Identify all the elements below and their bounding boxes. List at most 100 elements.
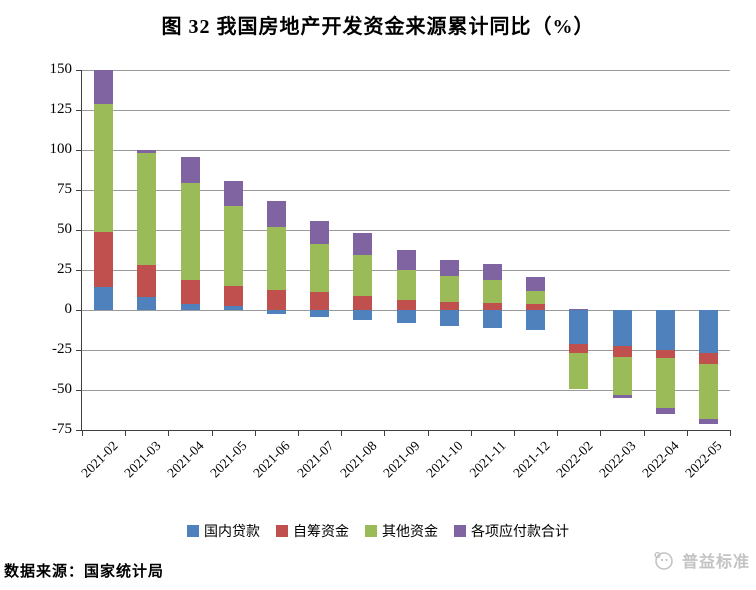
gridline-150: [82, 70, 730, 71]
bar-segment-2021-05: [223, 286, 243, 307]
legend: 国内贷款 自筹资金 其他资金 各项应付款合计: [0, 521, 756, 541]
x-tick: [125, 430, 127, 436]
y-axis: [81, 70, 82, 431]
y-tick: [76, 150, 81, 151]
bar-segment-2022-04: [655, 350, 675, 358]
bar-segment-2021-11: [482, 264, 502, 281]
legend-label: 其他资金: [382, 525, 438, 540]
bar-segment-2022-05: [698, 353, 718, 364]
legend-item: 自筹资金: [276, 521, 349, 541]
legend-swatch: [365, 525, 377, 537]
bar-segment-2022-05: [698, 310, 718, 354]
y-axis-label: 125: [49, 101, 73, 117]
bar-segment-2021-08: [353, 310, 373, 320]
y-tick: [76, 350, 81, 351]
legend-item: 国内贷款: [187, 521, 260, 541]
x-tick: [600, 430, 602, 436]
gridline-125: [82, 110, 730, 111]
bar-segment-2022-05: [698, 363, 718, 419]
y-axis-label: -75: [52, 421, 72, 437]
legend-label: 自筹资金: [293, 525, 349, 540]
bar-segment-2021-02: [94, 104, 114, 233]
gridline-50: [82, 230, 730, 231]
y-tick: [76, 270, 81, 271]
x-axis: [77, 430, 730, 431]
y-tick: [76, 190, 81, 191]
x-tick: [211, 430, 213, 436]
y-tick: [76, 390, 81, 391]
bar-segment-2021-07: [310, 310, 330, 318]
legend-label: 国内贷款: [204, 525, 260, 540]
gridline-100: [82, 150, 730, 151]
legend-swatch: [276, 525, 288, 537]
bar-segment-2022-03: [612, 356, 632, 395]
bar-segment-2021-02: [94, 70, 114, 105]
bar-segment-2021-03: [137, 149, 157, 153]
bar-segment-2021-11: [482, 302, 502, 310]
x-tick: [168, 430, 170, 436]
bar-segment-2021-09: [396, 250, 416, 271]
y-axis-label: 100: [49, 141, 73, 157]
bar-segment-2021-05: [223, 181, 243, 206]
brand-logo-text: 普益标准: [681, 554, 750, 571]
bar-segment-2021-12: [526, 276, 546, 291]
bar-segment-2022-02: [569, 308, 589, 310]
bar-segment-2021-08: [353, 232, 373, 255]
bar-segment-2021-07: [310, 291, 330, 310]
x-tick: [82, 430, 83, 436]
bar-segment-2021-07: [310, 220, 330, 245]
bar-segment-2021-12: [526, 290, 546, 305]
y-tick: [76, 110, 81, 111]
x-tick: [427, 430, 429, 436]
plot-area: [82, 70, 730, 430]
bar-segment-2021-04: [180, 280, 200, 304]
bar-segment-2021-06: [266, 227, 286, 291]
gridline-75: [82, 190, 730, 191]
bar-segment-2021-10: [439, 310, 459, 326]
bar-segment-2021-04: [180, 182, 200, 281]
legend-label: 各项应付款合计: [471, 525, 569, 540]
x-tick: [514, 430, 515, 436]
brand-logo-icon: [654, 551, 673, 570]
x-tick: [730, 430, 731, 436]
y-tick: [76, 230, 81, 231]
chart-title: 图 32 我国房地产开发资金来源累计同比（%）: [161, 16, 595, 38]
y-axis-label: 75: [57, 181, 72, 197]
bar-segment-2022-04: [655, 358, 675, 408]
legend-swatch: [187, 525, 199, 537]
bar-segment-2021-03: [137, 152, 157, 265]
bar-segment-2021-08: [353, 295, 373, 310]
bar-segment-2022-04: [655, 407, 675, 414]
bar-segment-2021-02: [94, 232, 114, 287]
legend-item: 各项应付款合计: [454, 521, 569, 541]
bar-segment-2021-08: [353, 254, 373, 296]
bar-segment-2021-03: [137, 297, 157, 310]
gridline--50: [82, 390, 730, 391]
x-tick: [470, 430, 472, 436]
bar-segment-2021-09: [396, 300, 416, 310]
brand-logo: 普益标准: [652, 548, 750, 572]
y-axis-label: -50: [52, 381, 72, 397]
bar-segment-2021-06: [266, 290, 286, 310]
bar-segment-2022-02: [569, 353, 589, 390]
bar-segment-2021-12: [526, 310, 546, 331]
data-source-note: 数据来源：国家统计局: [4, 564, 165, 580]
bar-segment-2021-02: [94, 286, 114, 310]
bar-segment-2022-03: [612, 310, 632, 347]
x-tick: [686, 430, 688, 436]
bar-segment-2022-03: [612, 346, 632, 357]
y-axis-label: 150: [49, 61, 73, 77]
bar-segment-2022-02: [569, 310, 589, 344]
bar-segment-2021-10: [439, 276, 459, 302]
bar-segment-2022-04: [655, 310, 675, 351]
bar-segment-2021-06: [266, 310, 286, 314]
y-axis-label: -25: [52, 341, 72, 357]
bar-segment-2021-09: [396, 270, 416, 301]
bar-segment-2021-05: [223, 205, 243, 287]
x-tick: [298, 430, 299, 436]
bar-segment-2021-09: [396, 310, 416, 324]
legend-item: 其他资金: [365, 521, 438, 541]
bar-segment-2021-10: [439, 260, 459, 277]
bar-segment-2021-04: [180, 303, 200, 310]
